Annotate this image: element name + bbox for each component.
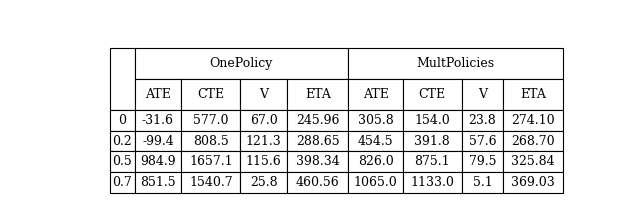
Text: 1540.7: 1540.7 <box>189 176 232 189</box>
Bar <box>503 110 563 131</box>
Bar <box>135 151 181 172</box>
Bar <box>503 79 563 110</box>
Bar <box>462 151 503 172</box>
Bar <box>181 79 240 110</box>
Text: 826.0: 826.0 <box>358 155 393 168</box>
Bar <box>287 110 348 131</box>
Bar <box>503 172 563 193</box>
Text: 67.0: 67.0 <box>250 114 278 127</box>
Text: 577.0: 577.0 <box>193 114 229 127</box>
Bar <box>348 110 403 131</box>
Text: ETA: ETA <box>520 88 546 101</box>
Text: -31.6: -31.6 <box>142 114 174 127</box>
Bar <box>287 151 348 172</box>
Text: 25.8: 25.8 <box>250 176 278 189</box>
Text: ATE: ATE <box>145 88 171 101</box>
Text: 0.2: 0.2 <box>112 135 132 148</box>
Bar <box>240 110 287 131</box>
Bar <box>403 79 462 110</box>
Bar <box>240 131 287 151</box>
Bar <box>240 172 287 193</box>
Text: 305.8: 305.8 <box>358 114 393 127</box>
Text: 325.84: 325.84 <box>512 155 555 168</box>
Text: 851.5: 851.5 <box>140 176 176 189</box>
Bar <box>348 131 403 151</box>
Bar <box>110 172 135 193</box>
Text: ATE: ATE <box>363 88 389 101</box>
Text: 115.6: 115.6 <box>246 155 282 168</box>
Text: 984.9: 984.9 <box>140 155 176 168</box>
Bar <box>348 172 403 193</box>
Bar <box>348 151 403 172</box>
Bar <box>240 79 287 110</box>
Text: 5.1: 5.1 <box>472 176 492 189</box>
Text: MultPolicies: MultPolicies <box>416 57 495 70</box>
Text: 23.8: 23.8 <box>469 114 496 127</box>
Text: V: V <box>478 88 487 101</box>
Bar <box>135 110 181 131</box>
Bar <box>181 151 240 172</box>
Bar <box>135 131 181 151</box>
Bar <box>403 172 462 193</box>
Text: 0.5: 0.5 <box>112 155 132 168</box>
Bar <box>110 131 135 151</box>
Bar <box>110 48 135 110</box>
Bar <box>287 172 348 193</box>
Bar <box>503 131 563 151</box>
Text: 1133.0: 1133.0 <box>410 176 454 189</box>
Bar <box>181 110 240 131</box>
Text: OnePolicy: OnePolicy <box>210 57 273 70</box>
Bar <box>240 151 287 172</box>
Bar <box>135 79 181 110</box>
Text: 288.65: 288.65 <box>296 135 340 148</box>
Text: ETA: ETA <box>305 88 331 101</box>
Bar <box>462 131 503 151</box>
Bar <box>503 151 563 172</box>
Text: 1657.1: 1657.1 <box>189 155 232 168</box>
Text: 79.5: 79.5 <box>469 155 496 168</box>
Bar <box>462 172 503 193</box>
Text: 460.56: 460.56 <box>296 176 340 189</box>
Text: 808.5: 808.5 <box>193 135 229 148</box>
Text: 0: 0 <box>118 114 126 127</box>
Bar <box>403 151 462 172</box>
Text: 268.70: 268.70 <box>512 135 555 148</box>
Text: 454.5: 454.5 <box>358 135 393 148</box>
Text: -99.4: -99.4 <box>142 135 174 148</box>
Bar <box>287 131 348 151</box>
Bar <box>181 131 240 151</box>
Text: 245.96: 245.96 <box>296 114 340 127</box>
Text: 154.0: 154.0 <box>415 114 450 127</box>
Text: 875.1: 875.1 <box>415 155 450 168</box>
Bar <box>403 110 462 131</box>
Text: 391.8: 391.8 <box>415 135 450 148</box>
Text: CTE: CTE <box>419 88 446 101</box>
Bar <box>110 110 135 131</box>
Bar <box>181 172 240 193</box>
Text: 369.03: 369.03 <box>512 176 555 189</box>
Text: 398.34: 398.34 <box>296 155 340 168</box>
Bar <box>462 110 503 131</box>
Bar <box>348 79 403 110</box>
Bar <box>462 79 503 110</box>
Bar <box>287 79 348 110</box>
Bar <box>110 151 135 172</box>
Text: CTE: CTE <box>197 88 224 101</box>
Text: 57.6: 57.6 <box>469 135 496 148</box>
Text: 0.7: 0.7 <box>112 176 132 189</box>
Text: V: V <box>260 88 268 101</box>
Bar <box>135 172 181 193</box>
Text: 1065.0: 1065.0 <box>353 176 398 189</box>
Text: 274.10: 274.10 <box>512 114 555 127</box>
Bar <box>135 48 348 79</box>
Text: 121.3: 121.3 <box>246 135 282 148</box>
Bar <box>348 48 563 79</box>
Bar <box>403 131 462 151</box>
